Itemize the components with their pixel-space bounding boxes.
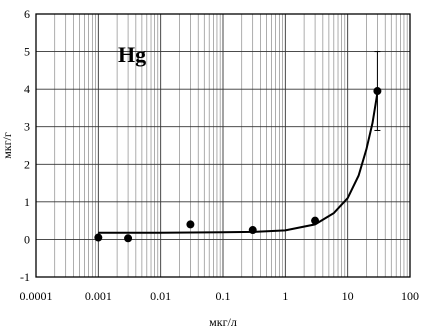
x-tick-labels: 0.0001 0.001 0.01 0.1 1 10 100 [20,289,420,303]
y-tick-label: -1 [20,270,30,284]
x-tick-label: 0.1 [216,289,231,303]
x-axis-title: мкг/л [209,315,237,329]
data-point [186,220,195,229]
y-tick-label: 3 [24,120,30,134]
y-tick-label: 4 [24,82,30,96]
y-tick-label: 6 [24,7,30,21]
x-tick-label: 0.001 [85,289,112,303]
x-tick-label: 1 [282,289,288,303]
y-tick-label: 0 [24,232,30,246]
x-tick-label: 0.0001 [20,289,53,303]
data-point [124,234,133,243]
data-points-layer [94,51,382,243]
plot-frame [35,13,411,278]
data-point [373,87,382,96]
y-tick-labels: -1 0 1 2 3 4 5 6 [20,7,30,284]
x-tick-label: 10 [342,289,354,303]
x-tick-label: 0.01 [150,289,171,303]
data-point [94,233,103,242]
y-axis-title: мкг/г [0,132,14,159]
data-point [248,226,257,235]
fit-curve [98,92,379,234]
fit-curve-layer [98,92,379,234]
y-tick-label: 2 [24,157,30,171]
y-tick-label: 5 [24,45,30,59]
y-tick-label: 1 [24,195,30,209]
data-point [311,216,320,225]
grid-lines [35,13,410,278]
panel-label: Hg [118,42,146,67]
x-tick-label: 100 [401,289,419,303]
